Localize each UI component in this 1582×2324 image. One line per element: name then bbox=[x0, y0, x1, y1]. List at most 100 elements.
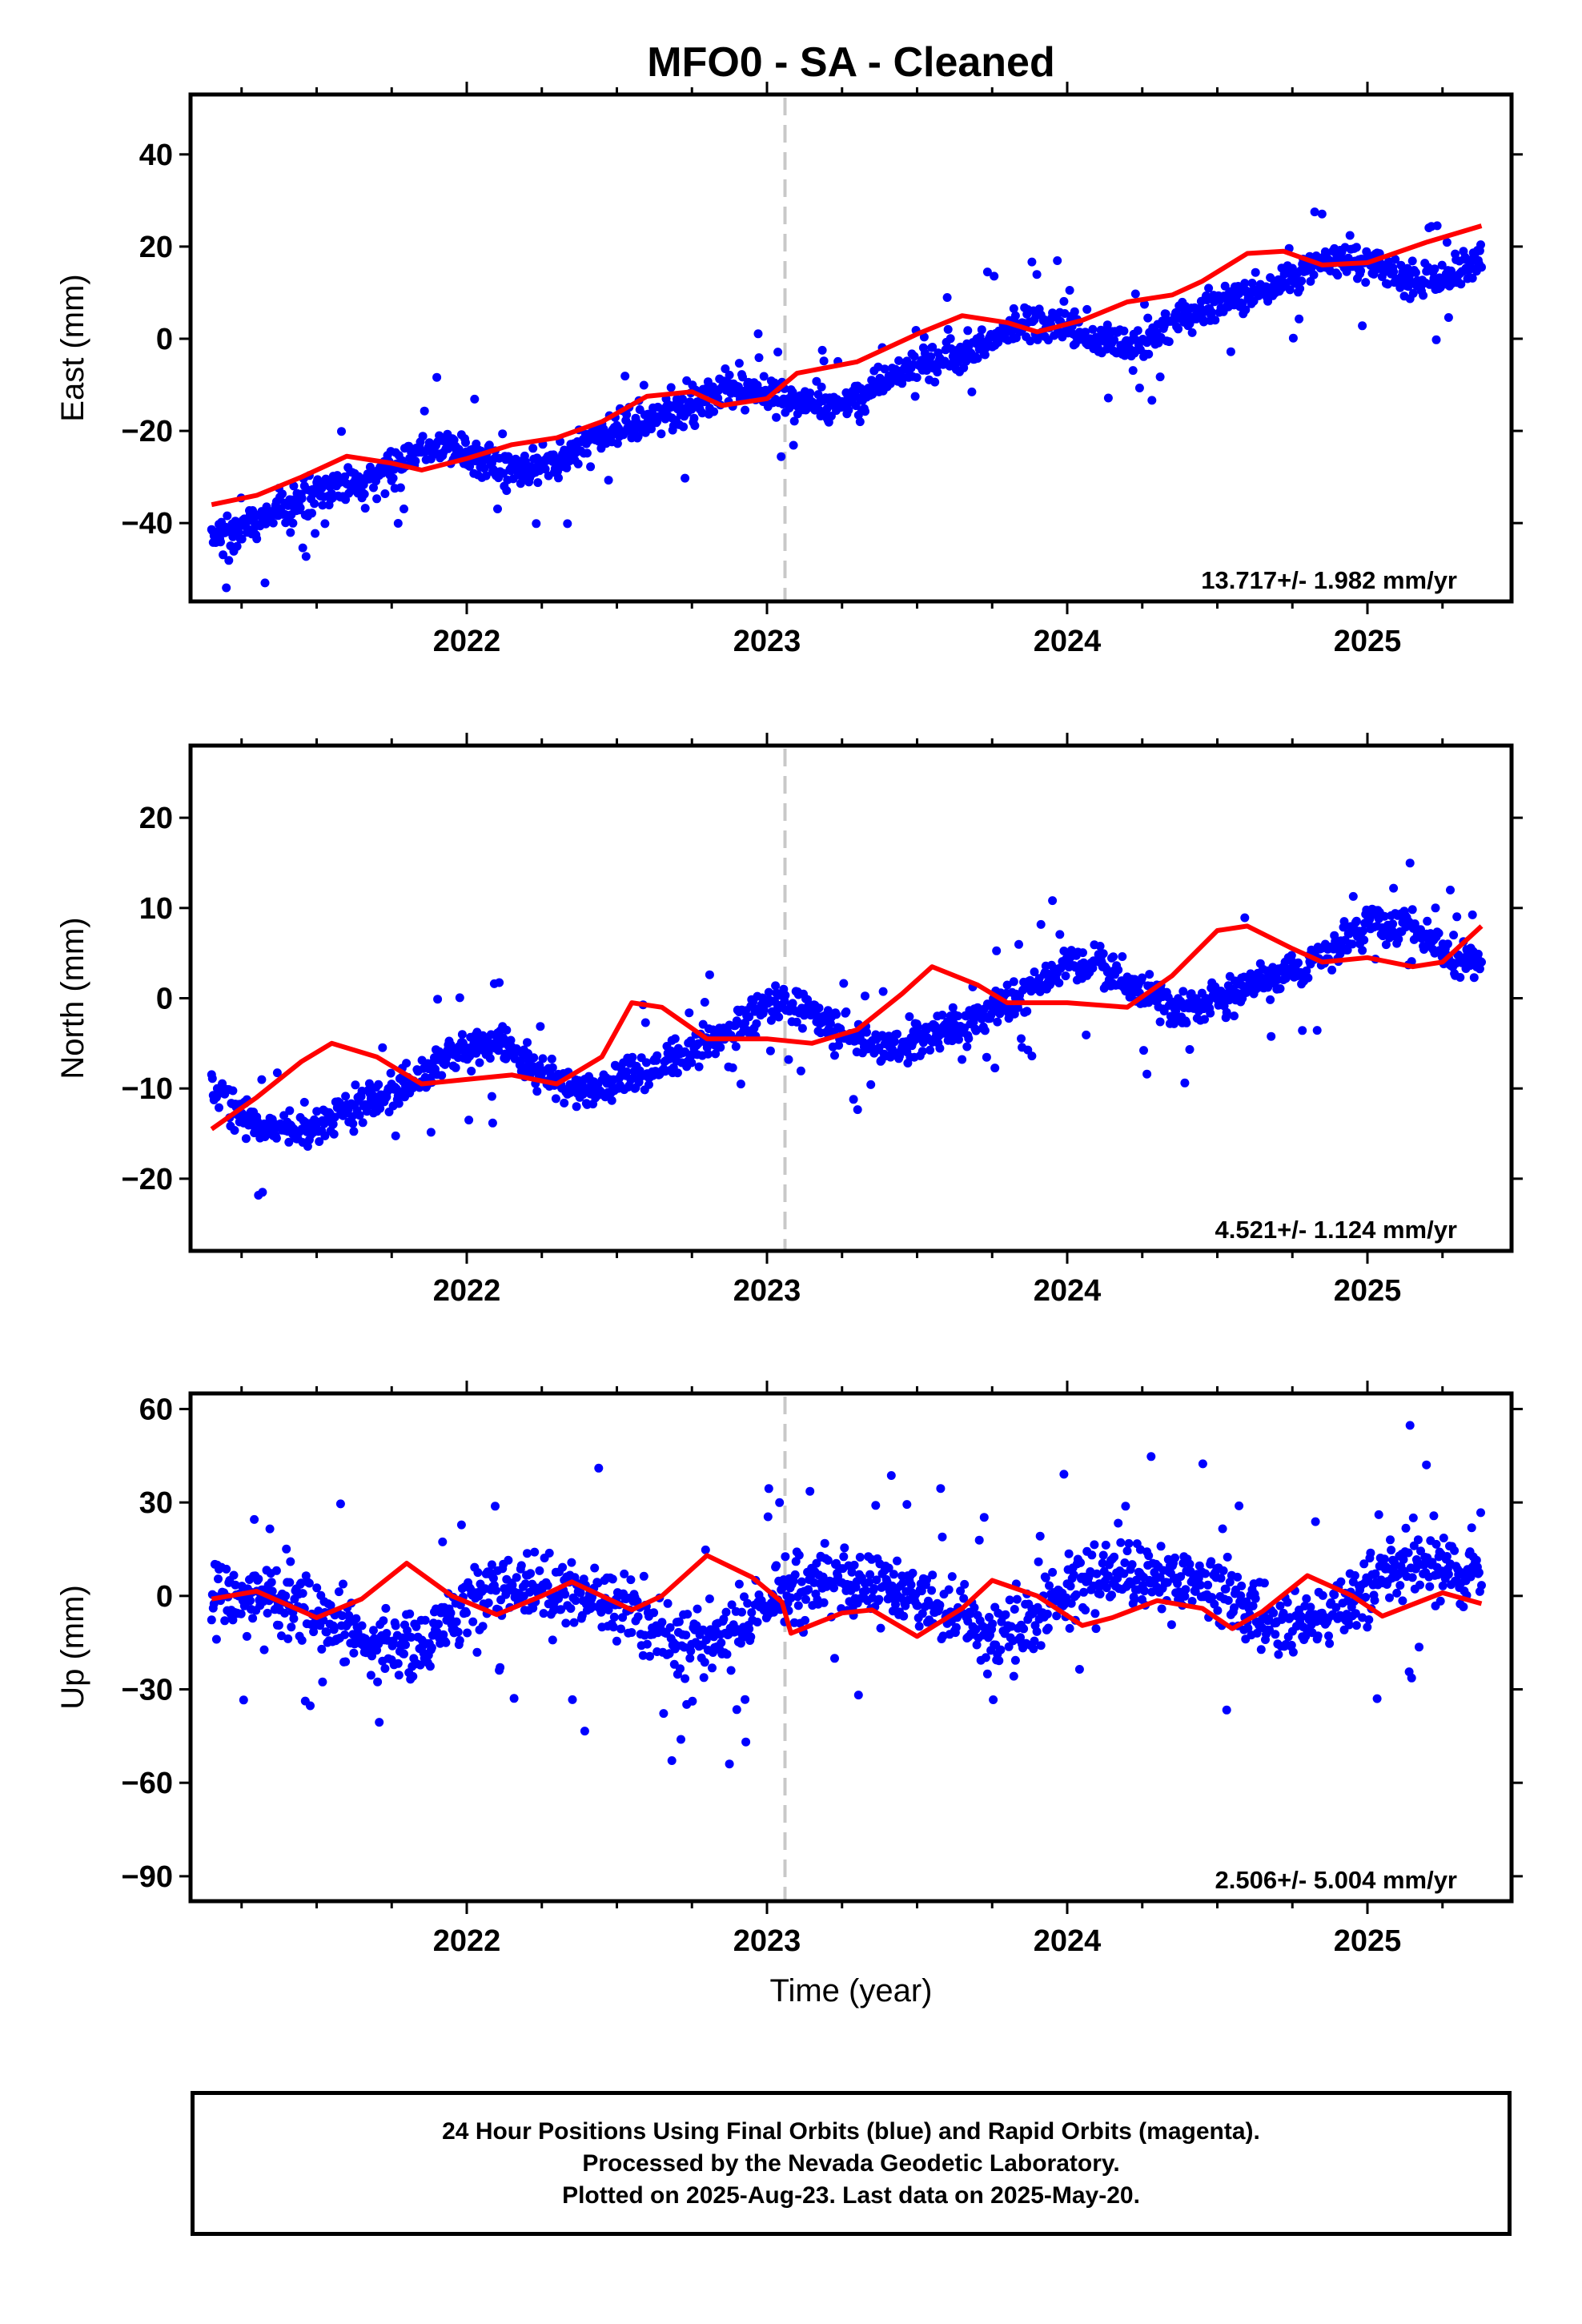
up-data-point bbox=[972, 1640, 982, 1650]
up-data-point bbox=[1361, 1593, 1371, 1602]
up-data-point bbox=[938, 1532, 947, 1542]
east-data-point bbox=[742, 391, 752, 400]
up-data-point bbox=[463, 1628, 472, 1638]
up-data-point bbox=[246, 1596, 255, 1606]
up-data-point bbox=[446, 1608, 456, 1618]
north-data-point bbox=[1036, 919, 1046, 929]
north-data-point bbox=[1030, 967, 1039, 977]
east-data-point bbox=[738, 372, 747, 382]
east-data-point bbox=[1383, 279, 1392, 289]
east-data-point bbox=[480, 464, 489, 473]
up-data-point bbox=[633, 1612, 643, 1622]
north-data-point bbox=[866, 1080, 876, 1089]
up-data-point bbox=[271, 1566, 281, 1575]
up-data-point bbox=[1016, 1633, 1025, 1642]
up-data-point bbox=[988, 1619, 998, 1629]
up-data-point bbox=[1302, 1594, 1311, 1603]
up-data-point bbox=[1042, 1610, 1052, 1618]
east-data-point bbox=[1009, 304, 1018, 313]
north-xtick-label: 2022 bbox=[433, 1274, 501, 1308]
up-data-point bbox=[349, 1648, 359, 1658]
up-data-point bbox=[1098, 1558, 1107, 1568]
east-data-point bbox=[817, 345, 827, 355]
up-data-point bbox=[1010, 1655, 1020, 1665]
east-points bbox=[207, 207, 1486, 593]
east-data-point bbox=[990, 271, 999, 281]
up-data-point bbox=[267, 1578, 276, 1587]
north-data-point bbox=[673, 1068, 682, 1078]
up-data-point bbox=[1120, 1558, 1130, 1567]
up-data-point bbox=[367, 1651, 376, 1661]
up-data-point bbox=[688, 1696, 697, 1706]
up-data-point bbox=[382, 1629, 391, 1638]
east-data-point bbox=[418, 432, 428, 441]
up-data-point bbox=[686, 1647, 696, 1656]
figure-title: MFO0 - SA - Cleaned bbox=[647, 39, 1054, 86]
up-data-point bbox=[1288, 1647, 1298, 1657]
east-data-point bbox=[813, 390, 823, 400]
north-data-point bbox=[1206, 1008, 1215, 1018]
north-data-point bbox=[1155, 1017, 1165, 1027]
up-data-point bbox=[1092, 1569, 1102, 1578]
up-data-point bbox=[1336, 1577, 1346, 1586]
up-data-point bbox=[580, 1727, 589, 1736]
up-ytick-label: 0 bbox=[156, 1580, 173, 1614]
up-data-point bbox=[393, 1659, 403, 1668]
east-data-point bbox=[563, 519, 572, 529]
north-fit-curve bbox=[210, 923, 1484, 1132]
up-data-point bbox=[1216, 1574, 1226, 1583]
north-data-point bbox=[1114, 965, 1123, 975]
north-data-point bbox=[1022, 1007, 1032, 1016]
north-data-point bbox=[641, 1058, 651, 1068]
up-data-point bbox=[1090, 1540, 1099, 1550]
north-data-point bbox=[475, 1058, 484, 1068]
up-data-point bbox=[865, 1578, 874, 1587]
up-data-point bbox=[649, 1608, 659, 1618]
north-ytick-label: −10 bbox=[122, 1072, 173, 1106]
up-data-point bbox=[1187, 1597, 1197, 1606]
north-data-point bbox=[878, 987, 888, 996]
east-data-point bbox=[1140, 300, 1149, 309]
up-data-point bbox=[794, 1550, 804, 1560]
up-data-point bbox=[1180, 1591, 1190, 1601]
north-data-point bbox=[1446, 885, 1455, 895]
east-data-point bbox=[400, 505, 408, 513]
east-data-point bbox=[1342, 267, 1351, 276]
up-data-point bbox=[492, 1586, 500, 1595]
north-ytick-label: −20 bbox=[122, 1163, 173, 1196]
north-data-point bbox=[1246, 969, 1255, 979]
east-data-point bbox=[1240, 279, 1250, 288]
east-data-point bbox=[380, 489, 390, 498]
east-data-point bbox=[933, 368, 942, 377]
up-data-point bbox=[786, 1593, 796, 1602]
east-data-point bbox=[817, 382, 826, 392]
up-data-point bbox=[1166, 1620, 1176, 1630]
east-data-point bbox=[709, 407, 719, 416]
east-data-point bbox=[396, 483, 405, 493]
up-data-point bbox=[439, 1630, 448, 1639]
up-data-point bbox=[556, 1605, 566, 1614]
north-data-point bbox=[207, 1074, 217, 1084]
up-data-point bbox=[1162, 1578, 1172, 1587]
east-rate-label: 13.717+/- 1.982 mm/yr bbox=[1201, 566, 1457, 594]
up-data-point bbox=[899, 1611, 909, 1621]
north-data-point bbox=[329, 1129, 339, 1139]
up-data-point bbox=[1408, 1513, 1418, 1522]
up-data-point bbox=[746, 1632, 756, 1642]
east-data-point bbox=[310, 499, 319, 509]
north-data-point bbox=[437, 1071, 447, 1080]
east-ytick-label: 40 bbox=[139, 139, 173, 172]
north-data-point bbox=[341, 1092, 351, 1101]
east-data-point bbox=[967, 387, 977, 396]
east-data-point bbox=[919, 332, 929, 342]
east-data-point bbox=[851, 401, 861, 411]
up-data-point bbox=[1422, 1460, 1431, 1470]
east-data-point bbox=[777, 452, 786, 461]
up-data-point bbox=[657, 1618, 667, 1627]
up-data-point bbox=[512, 1573, 521, 1582]
east-data-point bbox=[973, 354, 982, 363]
up-data-point bbox=[884, 1563, 893, 1573]
up-data-point bbox=[523, 1549, 532, 1558]
up-data-point bbox=[1398, 1596, 1407, 1606]
north-data-point bbox=[426, 1128, 436, 1137]
